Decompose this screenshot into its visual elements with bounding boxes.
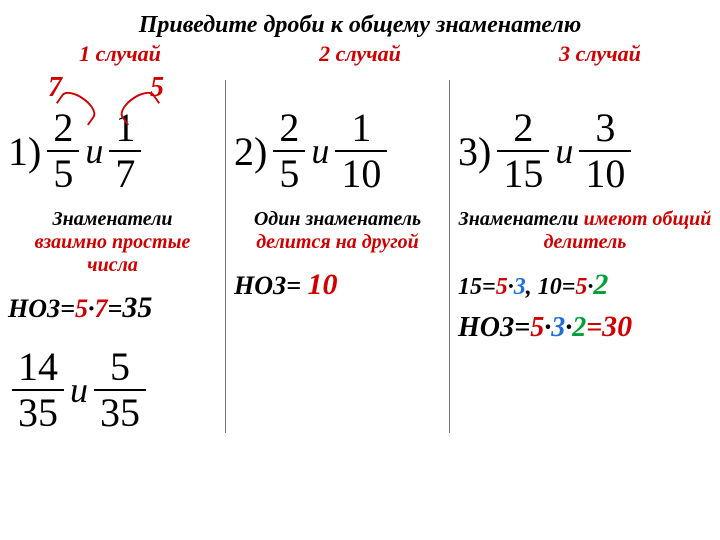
fac-15-p1: 5 [496,274,508,300]
description-1-line2: взаимно простые числа [8,231,217,277]
fraction-3a-den: 15 [497,152,549,194]
result-1a-num: 14 [12,347,64,389]
fraction-2b: 1 10 [335,108,387,194]
noz-1-label: НОЗ= [8,294,75,323]
noz-1-eq: = [108,294,123,323]
noz-3-result: 30 [602,310,632,343]
conjunction-2: и [311,130,329,172]
fraction-3a: 2 15 [497,108,549,194]
fraction-2a: 2 5 [273,108,305,194]
result-1b-den: 35 [94,391,146,433]
case-2-label: 2 случай [319,41,401,67]
noz-3-label: НОЗ= [458,312,530,343]
noz-1-b: 7 [95,294,108,323]
description-2-line1: Один знаменатель [234,208,441,231]
fac-10-p2: 2 [593,268,608,301]
fraction-3b-den: 10 [579,152,631,194]
noz-1: НОЗ=5·7=35 [8,291,217,325]
noz-3: НОЗ=5·3·2=30 [458,310,712,344]
noz-1-result: 35 [122,291,152,324]
fraction-1b-den: 7 [109,152,141,194]
conjunction-3: и [555,130,573,172]
problem-2-index: 2) [234,128,267,175]
columns-container: 7 5 1) 2 5 и 1 7 Знаменатели взаимно про… [0,80,720,433]
description-1-line1: Знаменатели [8,208,217,231]
fac-15-lhs: 15= [458,274,496,300]
column-1: 7 5 1) 2 5 и 1 7 Знаменатели взаимно про… [0,80,225,433]
problem-1-fractions: 1) 2 5 и 1 7 [8,108,217,194]
result-1-fractions: 14 35 и 5 35 [8,347,217,433]
noz-3-p2: 3 [551,312,565,343]
result-1b-num: 5 [104,347,136,389]
noz-3-eq: = [586,312,602,343]
result-fraction-1b: 5 35 [94,347,146,433]
noz-3-p3: 2 [572,312,586,343]
result-1a-den: 35 [12,391,64,433]
fac-15-p2: 3 [514,274,526,300]
fac-10-lhs: 10= [538,274,576,300]
fraction-1a-den: 5 [47,152,79,194]
column-2: 2) 2 5 и 1 10 Один знаменатель делится н… [225,80,450,433]
description-1: Знаменатели взаимно простые числа [8,208,217,277]
fac-comma: , [526,274,538,300]
conjunction-1: и [85,130,103,172]
fraction-1a: 2 5 [47,108,79,194]
fraction-3b: 3 10 [579,108,631,194]
problem-2-fractions: 2) 2 5 и 1 10 [234,108,441,194]
noz-2-label: НОЗ= [234,271,308,300]
fraction-2b-den: 10 [335,152,387,194]
fraction-2a-den: 5 [273,152,305,194]
case-3-label: 3 случай [559,41,641,67]
noz-3-p1: 5 [530,312,544,343]
result-conjunction-1: и [70,369,88,411]
fraction-2b-num: 1 [345,108,377,150]
result-fraction-1a: 14 35 [12,347,64,433]
fraction-3a-num: 2 [507,108,539,150]
fac-10-p1: 5 [575,274,587,300]
description-2-line2: делится на другой [234,231,441,254]
case-1-label: 1 случай [79,41,161,67]
fraction-3b-num: 3 [589,108,621,150]
problem-3-fractions: 3) 2 15 и 3 10 [458,108,712,194]
column-3: 3) 2 15 и 3 10 Знаменатели имеют общий д… [450,80,720,433]
problem-1-index: 1) [8,128,41,175]
noz-2: НОЗ= 10 [234,268,441,302]
factorization-3: 15=5·3, 10=5·2 [458,268,712,302]
description-2: Один знаменатель делится на другой [234,208,441,254]
case-labels-row: 1 случай 2 случай 3 случай [0,41,720,67]
noz-2-result: 10 [308,268,338,301]
fraction-2a-num: 2 [273,108,305,150]
problem-3-index: 3) [458,128,491,175]
page-title: Приведите дроби к общему знаменателю [0,0,720,39]
noz-1-a: 5 [75,294,88,323]
description-3-part1: Знаменатели [459,208,584,230]
description-3: Знаменатели имеют общий делитель [458,208,712,254]
